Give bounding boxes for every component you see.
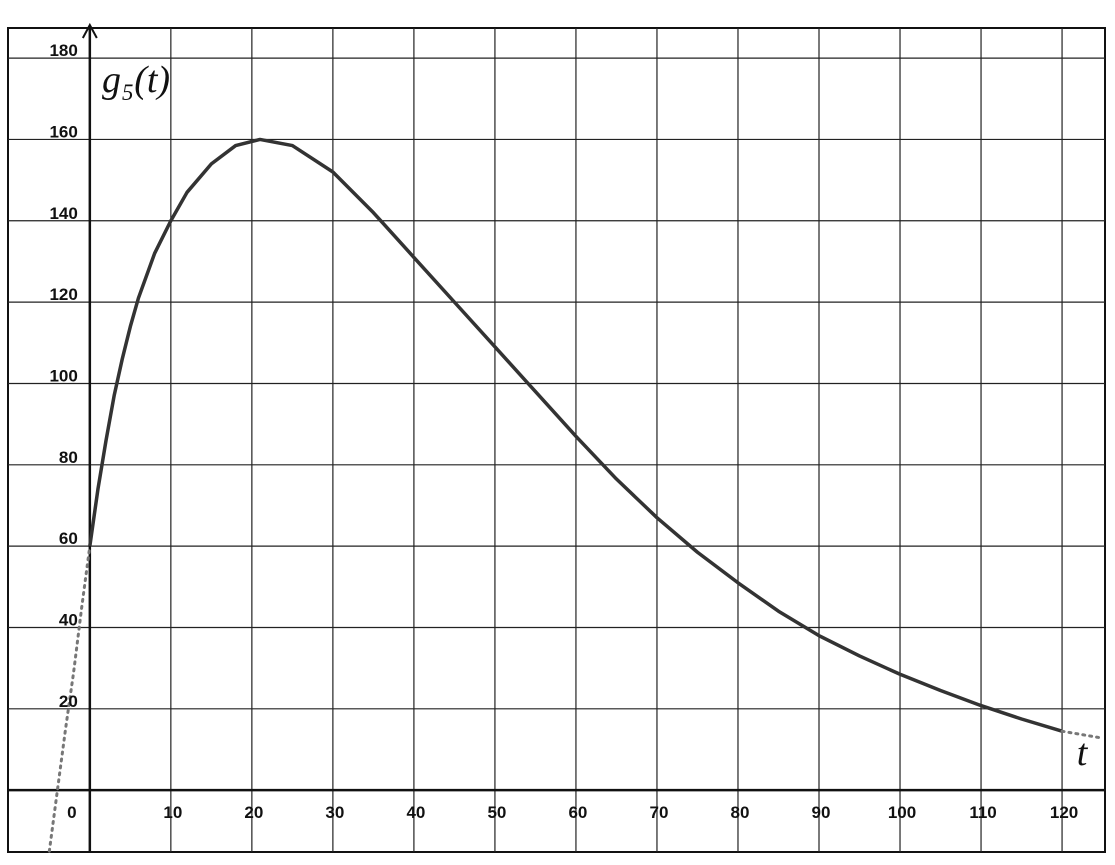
x-tick-label: 20: [244, 803, 263, 822]
x-tick-label: 110: [969, 803, 996, 822]
y-tick-label: 60: [59, 529, 78, 548]
y-tick-label: 140: [49, 204, 77, 223]
plot-frame: [7, 27, 1106, 853]
x-tick-label: 80: [731, 803, 750, 822]
x-tick-label: 70: [650, 803, 669, 822]
y-tick-label: 100: [49, 366, 77, 385]
x-tick-label: 30: [325, 803, 344, 822]
x-tick-label: 60: [568, 803, 587, 822]
y-tick-label: 40: [59, 610, 78, 629]
y-tick-label: 80: [59, 448, 78, 467]
curve: [88, 137, 1063, 733]
curve: [47, 544, 1105, 853]
x-tick-label: 100: [888, 803, 916, 822]
x-tick-label: 40: [406, 803, 425, 822]
x-tick-label: 120: [1050, 803, 1078, 822]
y-tick-label: 180: [49, 41, 77, 60]
x-tick-label: 10: [163, 803, 182, 822]
x-tick-label: 0: [67, 803, 76, 822]
y-tick-label: 120: [49, 285, 77, 304]
x-tick-label: 90: [812, 803, 831, 822]
x-axis-label: t: [1077, 732, 1089, 774]
x-tick-label: 50: [487, 803, 506, 822]
y-tick-label: 160: [49, 122, 77, 141]
y-axis-arrow: [81, 22, 98, 39]
y-axis-label: g₅(t): [102, 59, 170, 101]
y-tick-label: 20: [59, 692, 78, 711]
